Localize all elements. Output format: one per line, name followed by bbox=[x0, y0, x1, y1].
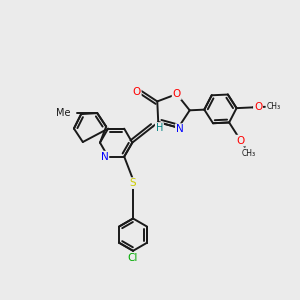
Text: CH₃: CH₃ bbox=[242, 149, 256, 158]
Text: O: O bbox=[133, 87, 141, 97]
Text: O: O bbox=[172, 89, 181, 99]
Text: Cl: Cl bbox=[128, 253, 138, 263]
Text: S: S bbox=[130, 178, 136, 188]
Text: Me: Me bbox=[56, 108, 70, 118]
Text: O: O bbox=[254, 102, 262, 112]
Text: CH₃: CH₃ bbox=[266, 102, 280, 111]
Text: N: N bbox=[101, 152, 108, 162]
Text: H: H bbox=[156, 123, 163, 133]
Text: O: O bbox=[237, 136, 245, 146]
Text: N: N bbox=[176, 124, 184, 134]
